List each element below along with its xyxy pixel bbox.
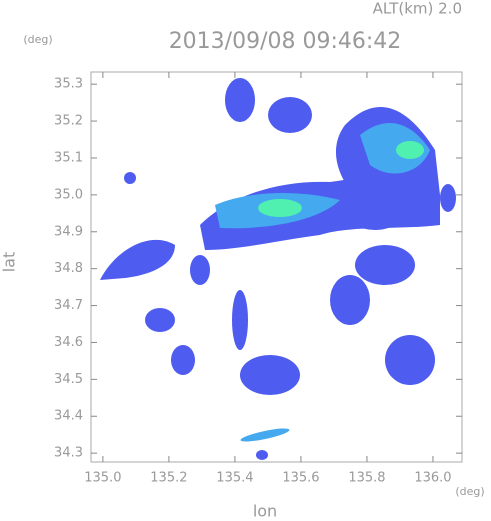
- radar-echo: [385, 335, 435, 385]
- radar-echo: [171, 345, 195, 375]
- y-tick-label: 35.3: [54, 77, 83, 92]
- radar-echo: [240, 355, 300, 395]
- x-tick-label: 135.0: [84, 471, 121, 486]
- radar-echo: [355, 245, 415, 285]
- x-tick-label: 135.2: [150, 471, 187, 486]
- plot-frame: [90, 71, 463, 463]
- radar-echo: [145, 308, 175, 332]
- y-tick-label: 34.6: [54, 335, 83, 350]
- y-axis-label: lat: [0, 252, 19, 273]
- radar-echo: [360, 123, 430, 174]
- x-tick-label: 135.8: [348, 471, 385, 486]
- y-tick-label: 34.5: [54, 372, 83, 387]
- chart-title: 2013/09/08 09:46:42: [169, 29, 402, 54]
- y-tick-label: 35.0: [54, 187, 83, 202]
- radar-echo: [345, 190, 405, 230]
- x-tick-label: 135.4: [216, 471, 253, 486]
- radar-echoes: [100, 78, 456, 460]
- radar-echo: [240, 428, 290, 442]
- y-tick-label: 34.3: [54, 446, 83, 461]
- radar-echo: [330, 275, 370, 325]
- radar-echo: [396, 141, 424, 159]
- y-unit: (deg): [23, 33, 52, 46]
- chart-subtitle: ALT(km) 2.0: [373, 0, 462, 18]
- radar-echo: [124, 172, 136, 184]
- x-tick-label: 136.0: [414, 471, 451, 486]
- radar-echo: [440, 184, 456, 212]
- radar-echo: [258, 199, 302, 217]
- radar-echo: [232, 290, 248, 350]
- radar-echo: [225, 78, 255, 122]
- radar-echo: [190, 255, 210, 285]
- y-tick-label: 35.2: [54, 114, 83, 129]
- radar-echo: [100, 239, 175, 280]
- y-tick-label: 34.9: [54, 224, 83, 239]
- radar-echo: [268, 97, 312, 133]
- radar-echo: [256, 450, 268, 460]
- y-tick-label: 34.8: [54, 261, 83, 276]
- x-unit: (deg): [455, 485, 484, 498]
- y-tick-label: 35.1: [54, 150, 83, 165]
- x-tick-label: 135.6: [282, 471, 319, 486]
- y-tick-label: 34.7: [54, 298, 83, 313]
- y-tick-label: 34.4: [54, 409, 83, 424]
- x-axis-label: lon: [253, 502, 277, 521]
